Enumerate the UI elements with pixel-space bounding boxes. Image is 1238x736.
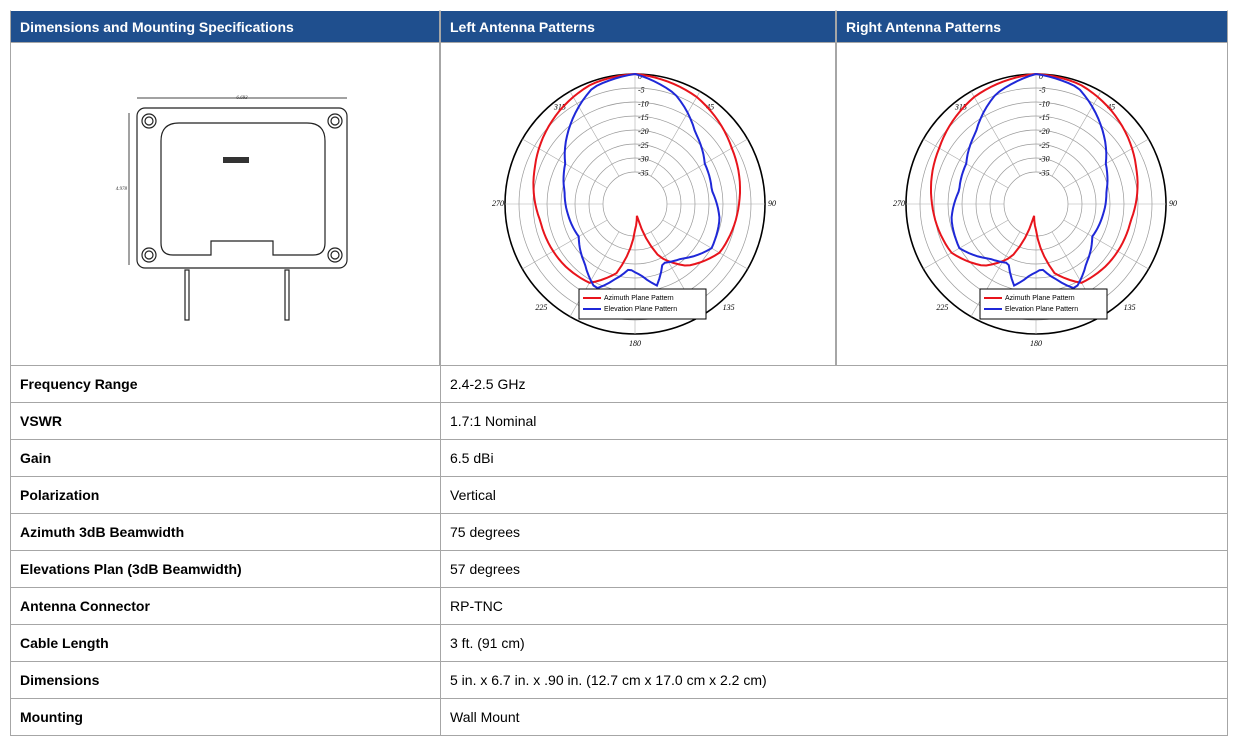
logo [223, 157, 249, 163]
angle-label: 90 [768, 199, 776, 208]
spec-value: 5 in. x 6.7 in. x .90 in. (12.7 cm x 17.… [440, 661, 1228, 699]
spec-label: Antenna Connector [10, 587, 441, 625]
ring-label: -35 [638, 168, 649, 177]
ring-label: -25 [1039, 141, 1050, 150]
ring-label: 0 [1039, 72, 1043, 81]
ring-label: -5 [638, 86, 645, 95]
angle-label: 225 [936, 303, 948, 312]
angle-label: 315 [954, 103, 967, 112]
header-cell: Left Antenna Patterns [440, 10, 836, 43]
spec-label: Azimuth 3dB Beamwidth [10, 513, 441, 551]
spoke [662, 219, 748, 270]
antenna-drawing: 6.693 4.978 [116, 96, 348, 321]
spoke [522, 219, 608, 270]
image-cell: 6.693 4.978 [10, 42, 440, 366]
legend-label: Elevation Plane Pattern [604, 306, 677, 313]
angle-label: 135 [1124, 303, 1136, 312]
ring-label: -20 [638, 127, 649, 136]
image-cell: 0 -5 -10 -15 -20 -25 -30 -35 315 45 270 90 225 135 180… [836, 42, 1228, 366]
pattern-curve [562, 72, 721, 290]
pattern-curve [930, 72, 1139, 284]
spec-value: 75 degrees [440, 513, 1228, 551]
spec-value: RP-TNC [440, 587, 1228, 625]
cable [184, 269, 190, 321]
angle-label: 90 [1169, 199, 1177, 208]
cable [284, 269, 290, 321]
spec-value: 6.5 dBi [440, 439, 1228, 477]
hole [327, 247, 343, 263]
spec-value: Wall Mount [440, 698, 1228, 736]
legend-label: Azimuth Plane Pattern [604, 295, 674, 302]
inner [160, 122, 326, 256]
spec-label: Elevations Plan (3dB Beamwidth) [10, 550, 441, 588]
hole [144, 116, 154, 126]
ring-label: -15 [638, 113, 649, 122]
header-cell: Dimensions and Mounting Specifications [10, 10, 440, 43]
angle-label: 315 [553, 103, 566, 112]
ring-label: -5 [1039, 86, 1046, 95]
angle-label: 270 [893, 199, 905, 208]
hole [144, 250, 154, 260]
ring-label: -30 [638, 155, 649, 164]
polar-plot: 0 -5 -10 -15 -20 -25 -30 -35 315 45 270 90 225 135 180… [893, 72, 1177, 348]
spoke [1051, 91, 1102, 177]
spec-label: Cable Length [10, 624, 441, 662]
outline [136, 107, 348, 269]
spoke [923, 219, 1009, 270]
ring-label: -35 [1039, 168, 1050, 177]
spoke [970, 91, 1021, 177]
ring-label: -30 [1039, 155, 1050, 164]
legend-label: Azimuth Plane Pattern [1005, 295, 1075, 302]
hole [330, 116, 340, 126]
ring-label: -25 [638, 141, 649, 150]
spec-label: Mounting [10, 698, 441, 736]
spoke [650, 91, 701, 177]
header-cell: Right Antenna Patterns [836, 10, 1228, 43]
hole [141, 113, 157, 129]
hole [327, 113, 343, 129]
spec-value: 57 degrees [440, 550, 1228, 588]
spec-value: 2.4-2.5 GHz [440, 365, 1228, 403]
spec-label: Frequency Range [10, 365, 441, 403]
spec-label: Dimensions [10, 661, 441, 699]
spoke [1063, 219, 1149, 270]
legend-box [578, 288, 707, 320]
legend-label: Elevation Plane Pattern [1005, 306, 1078, 313]
angle-label: 270 [492, 199, 504, 208]
image-cell: 0 -5 -10 -15 -20 -25 -30 -35 315 45 270 90 225 135 180… [440, 42, 836, 366]
legend-box [979, 288, 1108, 320]
dim-label: 4.978 [116, 187, 128, 192]
hole [330, 250, 340, 260]
angle-label: 180 [629, 339, 641, 348]
spoke [569, 91, 620, 177]
angle-label: 180 [1030, 339, 1042, 348]
spec-label: VSWR [10, 402, 441, 440]
pattern-curve [532, 72, 741, 284]
ring-label: -20 [1039, 127, 1050, 136]
spoke [569, 231, 620, 317]
angle-label: 45 [706, 103, 714, 112]
ring-label: -15 [1039, 113, 1050, 122]
spec-value: 1.7:1 Nominal [440, 402, 1228, 440]
spec-label: Polarization [10, 476, 441, 514]
spec-label: Gain [10, 439, 441, 477]
angle-label: 225 [535, 303, 547, 312]
angle-label: 135 [723, 303, 735, 312]
spoke [970, 231, 1021, 317]
dim-label: 6.693 [236, 96, 248, 101]
spec-value: 3 ft. (91 cm) [440, 624, 1228, 662]
angle-label: 45 [1107, 103, 1115, 112]
ring-label: -10 [638, 99, 649, 108]
hole [141, 247, 157, 263]
ring-label: -10 [1039, 99, 1050, 108]
spec-value: Vertical [440, 476, 1228, 514]
pattern-curve [950, 72, 1109, 290]
